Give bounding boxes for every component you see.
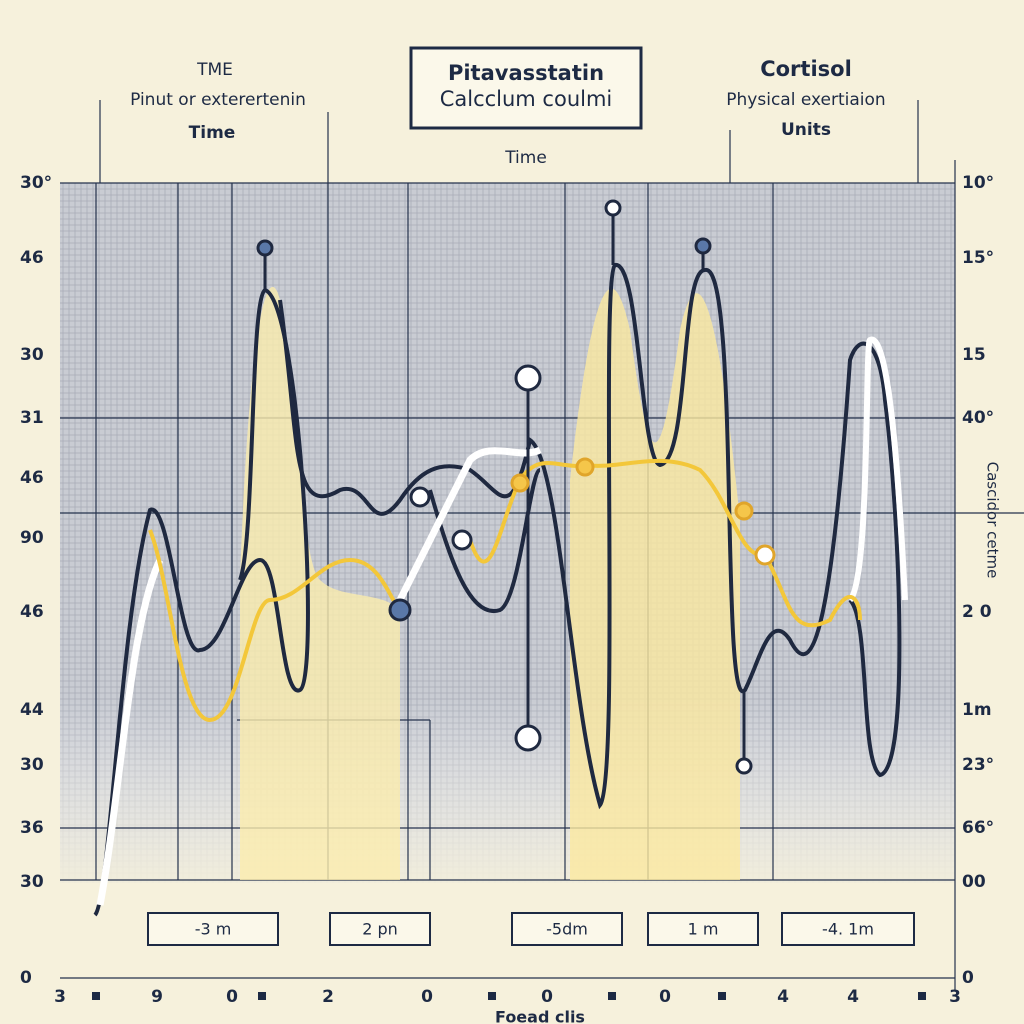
label-box — [781, 912, 915, 946]
left-tick-label: 44 — [20, 700, 44, 720]
box-label: -5dm — [546, 920, 588, 939]
footer: Foead clis — [495, 1008, 585, 1024]
left-tick-label: 36 — [20, 818, 44, 838]
tick-square — [258, 992, 266, 1000]
bottom-tick-label: 9 — [151, 987, 163, 1007]
left-tick-label: 0 — [20, 968, 32, 988]
header-right-1: Cortisol — [760, 57, 852, 81]
label-box — [329, 912, 431, 946]
left-tick-label: 46 — [20, 248, 44, 268]
header-right-2: Physical exertiaion — [726, 90, 885, 110]
bottom-tick-label: 4 — [847, 987, 859, 1007]
bottom-tick-label: 0 — [226, 987, 238, 1007]
right-tick-label: 15 — [962, 345, 986, 365]
right-tick-label: 66° — [962, 818, 994, 838]
box-label: -4. 1m — [822, 920, 874, 939]
tick-square — [918, 992, 926, 1000]
header-right-3: Units — [781, 120, 831, 140]
left-tick-label: 90 — [20, 528, 44, 548]
box-label: 1 m — [688, 920, 719, 939]
right-tick-label: 40° — [962, 408, 994, 428]
left-tick-label: 31 — [20, 408, 44, 428]
curve-yellow — [148, 458, 862, 723]
title-2: Calcclum coulmi — [440, 87, 613, 111]
tick-square — [92, 992, 100, 1000]
bottom-tick-label: 3 — [54, 987, 66, 1007]
left-tick-label: 30 — [20, 755, 44, 775]
label-box — [511, 912, 623, 946]
header-center: Time — [504, 148, 547, 168]
tick-square — [488, 992, 496, 1000]
right-tick-label: 00 — [962, 872, 986, 892]
right-tick-label: 0 — [962, 968, 974, 988]
right-tick-label: 15° — [962, 248, 994, 268]
curve-white — [847, 336, 908, 603]
header-left-2: Pinut or exterertenin — [130, 90, 306, 110]
plot-fade — [60, 700, 955, 883]
right-tick-label: 1m — [962, 700, 992, 720]
curve — [93, 287, 310, 917]
header-left-3: Time — [189, 123, 236, 143]
bottom-tick-label: 4 — [777, 987, 789, 1007]
area — [240, 286, 400, 880]
box-label: 2 pn — [362, 920, 398, 939]
right-axis-title: Cascidor cetme — [984, 462, 1002, 579]
left-tick-label: 30° — [20, 173, 52, 193]
markers — [256, 199, 776, 775]
bottom-tick-label: 0 — [659, 987, 671, 1007]
bottom-tick-label: 0 — [421, 987, 433, 1007]
header-left-1: TME — [196, 60, 233, 80]
label-box — [147, 912, 279, 946]
area — [570, 288, 740, 880]
curve-white — [96, 446, 542, 906]
left-tick-label: 30 — [20, 345, 44, 365]
curve — [428, 468, 542, 614]
bottom-tick-label: 0 — [541, 987, 553, 1007]
bottom-tick-label: 3 — [949, 987, 961, 1007]
left-tick-label: 46 — [20, 468, 44, 488]
tick-square — [608, 992, 616, 1000]
box-label: -3 m — [195, 920, 232, 939]
title-box — [409, 46, 643, 130]
title-1: Pitavasstatin — [448, 61, 604, 85]
right-tick-label: 10° — [962, 173, 994, 193]
tick-square — [718, 992, 726, 1000]
right-tick-label: 2 0 — [962, 602, 992, 622]
bottom-tick-label: 2 — [322, 987, 334, 1007]
left-tick-label: 30 — [20, 872, 44, 892]
left-tick-label: 46 — [20, 602, 44, 622]
label-box — [647, 912, 759, 946]
right-tick-label: 23° — [962, 755, 994, 775]
